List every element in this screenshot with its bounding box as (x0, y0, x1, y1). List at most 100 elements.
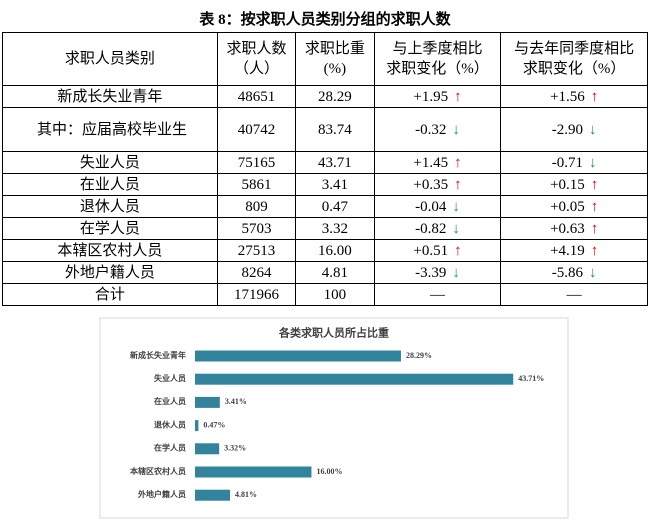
value-label: 28.29% (406, 351, 432, 360)
table-row: 本辖区农村人员 27513 16.00 +0.51 ↑ +4.19 ↑ (2, 239, 648, 262)
arrow-down: ↓ (452, 264, 460, 281)
arrow-up: ↑ (590, 88, 599, 105)
header-cell: 求职人员类别 (2, 32, 218, 86)
table-cell: 40742 (216, 107, 297, 152)
table-cell: -0.32 ↓ (373, 107, 502, 152)
cell-text: +1.45 (413, 154, 449, 171)
value-label: 3.32% (224, 444, 246, 453)
cell-text: 5703 (241, 220, 272, 237)
cell-text: +1.95 (413, 88, 449, 105)
cell-text: — (429, 286, 445, 303)
cell-text: -2.90 (551, 121, 584, 138)
arrow-down: ↓ (452, 198, 460, 215)
chart-title: 各类求职人员所占比重 (278, 326, 389, 340)
cell-text: 75165 (237, 154, 276, 171)
table-cell: +0.15 ↑ (500, 173, 648, 196)
table-cell: +4.19 ↑ (500, 239, 648, 262)
arrow-down: ↓ (452, 121, 460, 138)
arrow-up: ↑ (590, 220, 599, 237)
cell-text: 3.41 (321, 176, 349, 193)
table-cell: 28.29 (295, 85, 375, 108)
cell-text: +0.05 (550, 198, 585, 215)
arrow-down: ↓ (589, 154, 597, 171)
table-row: 在学人员 5703 3.32 -0.82 ↓ +0.63 ↑ (2, 217, 648, 240)
table-cell: 在学人员 (2, 217, 218, 240)
cell-text: -0.71 (551, 154, 584, 171)
cell-text: 与上季度相比 求职变化（%） (386, 41, 489, 77)
category-label: 退休人员 (154, 419, 186, 429)
category-label: 本辖区农村人员 (129, 466, 186, 476)
cell-text: 退休人员 (79, 198, 140, 215)
arrow-up: ↑ (454, 242, 462, 259)
cell-text: 求职人员类别 (64, 51, 155, 67)
cell-text: -0.82 (415, 220, 447, 237)
arrow-up: ↑ (454, 176, 462, 193)
table-cell: 合计 (2, 283, 218, 306)
cell-text: 其中：应届高校毕业生 (37, 121, 188, 138)
table-cell: -5.86 ↓ (500, 261, 648, 284)
data-table: 求职人员类别 求职人数 （人） 求职比重 (%) 与上季度相比 求职变化（%） 与去年同… (2, 32, 648, 306)
table-row: 在业人员 5861 3.41 +0.35 ↑ +0.15 ↑ (2, 173, 648, 196)
cell-text: 28.29 (318, 88, 352, 105)
arrow-up: ↑ (590, 242, 599, 259)
cell-text: 3.32 (321, 220, 349, 237)
bar (195, 466, 312, 478)
arrow-up: ↑ (454, 154, 462, 171)
cell-text: 在学人员 (79, 220, 140, 237)
arrow-down: ↓ (589, 264, 597, 281)
cell-text: 与去年同季度相比 求职变化（%） (514, 41, 635, 77)
table-cell: 27513 (216, 239, 297, 262)
table-row: 其中：应届高校毕业生 40742 83.74 -0.32 ↓ -2.90 ↓ (2, 107, 648, 152)
arrow-up: ↑ (454, 88, 462, 105)
arrow-down: ↓ (452, 220, 460, 237)
bar (195, 350, 401, 362)
table-cell: +1.45 ↑ (373, 151, 502, 174)
table-cell: 8264 (216, 261, 297, 284)
cell-text: 0.47 (321, 198, 349, 215)
table-cell: 其中：应届高校毕业生 (2, 107, 218, 152)
cell-text: — (566, 286, 582, 303)
chart-frame (99, 317, 569, 519)
header-cell: 求职比重 (%) (295, 32, 375, 86)
cell-text: 4.81 (321, 264, 349, 281)
cell-text: 5861 (241, 176, 272, 193)
header-cell: 与去年同季度相比 求职变化（%） (500, 32, 648, 86)
table-cell: 在业人员 (2, 173, 218, 196)
table-cell: +0.51 ↑ (373, 239, 502, 262)
header-row: 求职人员类别 求职人数 （人） 求职比重 (%) 与上季度相比 求职变化（%） 与去年同… (2, 32, 648, 86)
table-cell: 16.00 (295, 239, 375, 262)
category-label: 在业人员 (154, 396, 186, 406)
bar (195, 443, 220, 455)
category-label: 外地户籍人员 (138, 489, 186, 499)
value-label: 0.47% (203, 420, 225, 429)
category-label: 失业人员 (154, 373, 186, 383)
cell-text: 100 (323, 286, 347, 303)
cell-text: 本辖区农村人员 (57, 242, 163, 259)
category-label: 新成长失业青年 (130, 350, 186, 360)
cell-text: 外地户籍人员 (64, 264, 155, 281)
arrow-up: ↑ (590, 176, 599, 193)
bar (195, 420, 199, 432)
cell-text: 40742 (237, 121, 276, 138)
bar (195, 396, 220, 408)
value-label: 3.41% (225, 397, 247, 406)
cell-text: 48651 (237, 88, 276, 105)
table-cell: 48651 (216, 85, 297, 108)
header-cell: 求职人数 （人） (216, 32, 297, 86)
header-cell: 与上季度相比 求职变化（%） (373, 32, 502, 86)
table-cell: 83.74 (295, 107, 375, 152)
cell-text: 27513 (237, 242, 276, 259)
cell-text: 171966 (234, 286, 279, 303)
category-label: 在学人员 (154, 443, 186, 453)
cell-text: +1.56 (550, 88, 585, 105)
arrow-up: ↑ (590, 198, 599, 215)
value-label: 4.81% (235, 490, 257, 499)
cell-text: 在业人员 (79, 176, 140, 193)
cell-text: +0.15 (550, 176, 585, 193)
cell-text: 8264 (241, 264, 272, 281)
table-row: 新成长失业青年 48651 28.29 +1.95 ↑ +1.56 ↑ (2, 85, 648, 108)
cell-text: -0.32 (415, 121, 447, 138)
cell-text: +4.19 (550, 242, 585, 259)
